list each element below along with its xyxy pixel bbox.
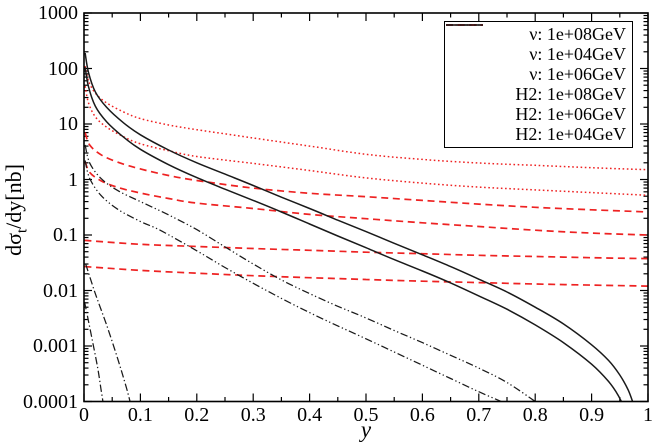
curve-5-1 — [84, 301, 104, 402]
x-tick-label: 0.1 — [127, 404, 153, 426]
curves — [84, 52, 648, 402]
y-tick-label: 1000 — [38, 2, 78, 24]
y-tick-label: 0.01 — [43, 279, 78, 302]
curve-1-0 — [84, 239, 648, 260]
x-tick-label: 0.2 — [184, 404, 210, 426]
legend-entry: ν: 1e+08GeV — [446, 24, 626, 45]
legend-entry-label: H2: 1e+04GeV — [515, 123, 626, 144]
curve-2-1 — [84, 161, 648, 236]
y-tick-label: 10 — [58, 113, 78, 135]
x-tick-label: 1 — [643, 404, 653, 426]
x-tick-label: 0.4 — [297, 404, 323, 426]
x-tick-label: 0.9 — [579, 404, 605, 426]
y-tick-label: 100 — [48, 57, 78, 80]
legend-entry: H2: 1e+04GeV — [446, 24, 626, 144]
y-tick-label: 0.001 — [33, 335, 78, 357]
legend-entry: ν: 1e+06GeV — [446, 24, 626, 85]
legend-entry-label: H2: 1e+08GeV — [515, 83, 626, 104]
x-tick-label: 0.5 — [353, 404, 379, 426]
x-tick-label: 0 — [79, 404, 89, 426]
legend-entry: ν: 1e+04GeV — [446, 24, 626, 65]
x-axis-label: y — [360, 417, 372, 442]
plot-frame — [83, 12, 649, 403]
curve-4-1 — [84, 160, 503, 402]
y-tick-label: 0.0001 — [23, 390, 78, 413]
legend-entry-label: ν: 1e+04GeV — [529, 44, 626, 65]
curve-3-1 — [84, 67, 623, 402]
legend-box: ν: 1e+08GeV ν: 1e+04GeV ν: 1e+06GeV H2: 1e+… — [444, 21, 633, 148]
legend-entry: H2: 1e+08GeV — [446, 24, 626, 104]
y-tick-label: 0.1 — [53, 224, 78, 246]
curve-3-0 — [84, 52, 634, 402]
y-tick-label: 1 — [68, 168, 78, 191]
curve-5-0 — [85, 263, 131, 402]
legend-entry-label: ν: 1e+08GeV — [529, 24, 626, 45]
x-tick-label: 0.8 — [522, 404, 548, 426]
x-tick-label: 0.3 — [240, 404, 266, 426]
legend-line-sample-dashdot — [446, 24, 483, 26]
legend-entry-label: H2: 1e+06GeV — [515, 103, 626, 124]
curve-4-0 — [84, 144, 537, 402]
x-tick-label: 0.6 — [409, 404, 435, 426]
legend-entry: H2: 1e+06GeV — [446, 24, 626, 124]
legend-entry-label: ν: 1e+06GeV — [529, 64, 626, 85]
x-tick-label: 0.7 — [466, 404, 492, 426]
curve-1-1 — [84, 265, 648, 287]
y-axis-label: dσt/dy[nb] — [0, 125, 30, 295]
